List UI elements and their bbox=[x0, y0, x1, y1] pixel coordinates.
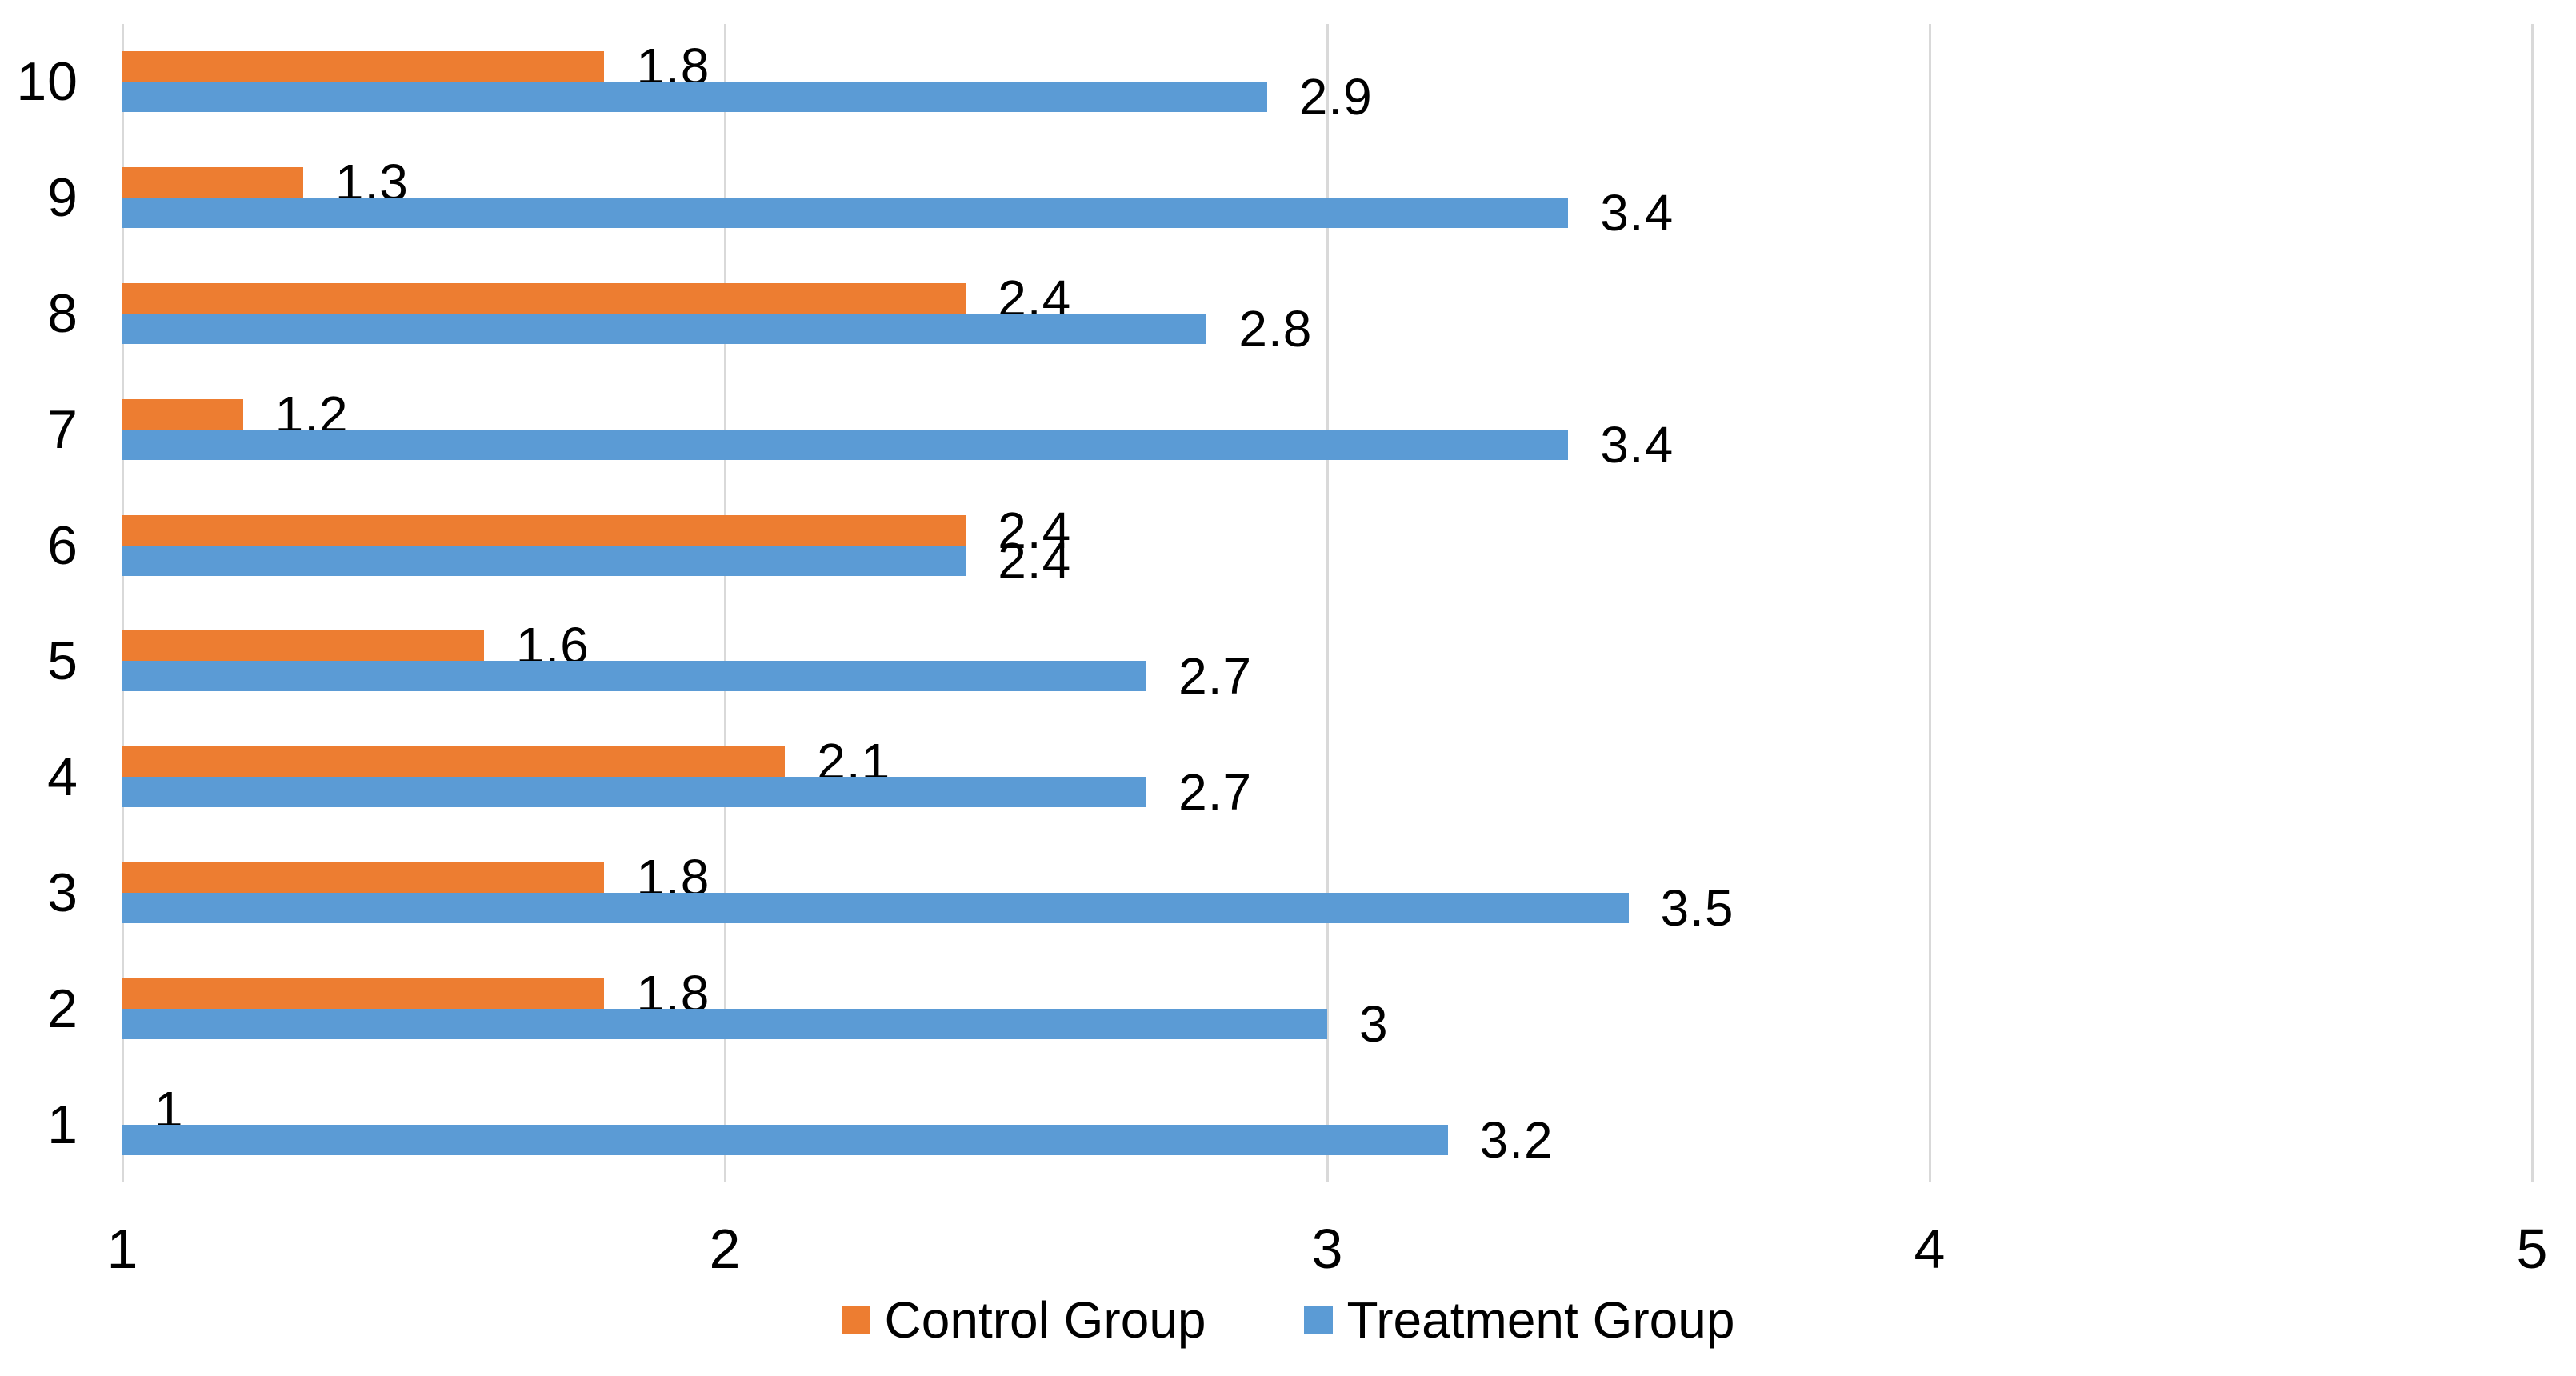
category-label-1: 1 bbox=[47, 1094, 78, 1155]
bar-value-label-control-group-6: 2.4 bbox=[998, 501, 1072, 559]
bar-treatment-group-2 bbox=[122, 1008, 1327, 1039]
category-label-6: 6 bbox=[47, 514, 78, 576]
gridline-2 bbox=[723, 24, 726, 1182]
category-label-4: 4 bbox=[47, 746, 78, 808]
bar-control-group-5 bbox=[122, 630, 484, 662]
gridline-1 bbox=[121, 24, 124, 1182]
bar-control-group-7 bbox=[122, 398, 243, 430]
category-label-7: 7 bbox=[47, 398, 78, 460]
bar-value-label-treatment-group-6: 2.4 bbox=[998, 531, 1072, 590]
x-tick-label-4: 4 bbox=[1914, 1218, 1946, 1280]
bar-control-group-10 bbox=[122, 51, 605, 82]
category-label-8: 8 bbox=[47, 283, 78, 344]
category-label-2: 2 bbox=[47, 978, 78, 1039]
legend-item-control-group: Control Group bbox=[841, 1291, 1206, 1349]
category-label-3: 3 bbox=[47, 862, 78, 923]
bar-treatment-group-6 bbox=[122, 545, 966, 576]
bar-value-label-treatment-group-9: 3.4 bbox=[1600, 184, 1674, 242]
bar-control-group-3 bbox=[122, 862, 605, 893]
bar-value-label-treatment-group-5: 2.7 bbox=[1178, 647, 1253, 706]
gridline-5 bbox=[2530, 24, 2534, 1182]
treatment-group-swatch-icon bbox=[1303, 1306, 1333, 1334]
x-tick-label-1: 1 bbox=[106, 1218, 138, 1280]
category-label-5: 5 bbox=[47, 630, 78, 692]
bar-treatment-group-4 bbox=[122, 777, 1147, 808]
legend-label-treatment-group: Treatment Group bbox=[1346, 1291, 1735, 1349]
x-tick-label-2: 2 bbox=[709, 1218, 741, 1280]
bar-value-label-treatment-group-7: 3.4 bbox=[1600, 415, 1674, 474]
bar-value-label-treatment-group-1: 3.2 bbox=[1479, 1110, 1554, 1169]
bar-treatment-group-3 bbox=[122, 893, 1629, 923]
plot-area: 1.8 2.9 1.3 3.4 2.4 2.8 1.2 3.4 2.4 2.4 1.6 2.7 2.1 2… bbox=[121, 24, 2534, 1182]
bar-control-group-9 bbox=[122, 167, 303, 198]
bar-value-label-treatment-group-10: 2.9 bbox=[1298, 68, 1373, 126]
bar-treatment-group-8 bbox=[122, 314, 1207, 344]
bar-treatment-group-5 bbox=[122, 661, 1147, 692]
control-group-swatch-icon bbox=[841, 1306, 870, 1334]
bar-control-group-4 bbox=[122, 746, 786, 778]
bar-treatment-group-10 bbox=[122, 82, 1267, 113]
bar-value-label-treatment-group-3: 3.5 bbox=[1660, 879, 1734, 937]
bar-value-label-treatment-group-4: 2.7 bbox=[1178, 763, 1253, 822]
bar-value-label-treatment-group-2: 3 bbox=[1359, 994, 1389, 1053]
bar-treatment-group-7 bbox=[122, 429, 1569, 460]
category-label-10: 10 bbox=[16, 51, 78, 113]
bar-value-label-treatment-group-8: 2.8 bbox=[1238, 300, 1313, 358]
bar-control-group-8 bbox=[122, 283, 966, 314]
x-tick-label-3: 3 bbox=[1311, 1218, 1343, 1280]
legend: Control Group Treatment Group bbox=[0, 1290, 2576, 1350]
bar-control-group-6 bbox=[122, 514, 966, 546]
bar-treatment-group-9 bbox=[122, 198, 1569, 229]
legend-label-control-group: Control Group bbox=[884, 1291, 1206, 1349]
bar-control-group-2 bbox=[122, 978, 605, 1009]
gridline-4 bbox=[1928, 24, 1931, 1182]
gridline-3 bbox=[1326, 24, 1329, 1182]
bar-treatment-group-1 bbox=[122, 1124, 1448, 1155]
x-tick-label-5: 5 bbox=[2516, 1218, 2548, 1280]
category-label-9: 9 bbox=[47, 167, 78, 229]
legend-item-treatment-group: Treatment Group bbox=[1303, 1291, 1735, 1349]
